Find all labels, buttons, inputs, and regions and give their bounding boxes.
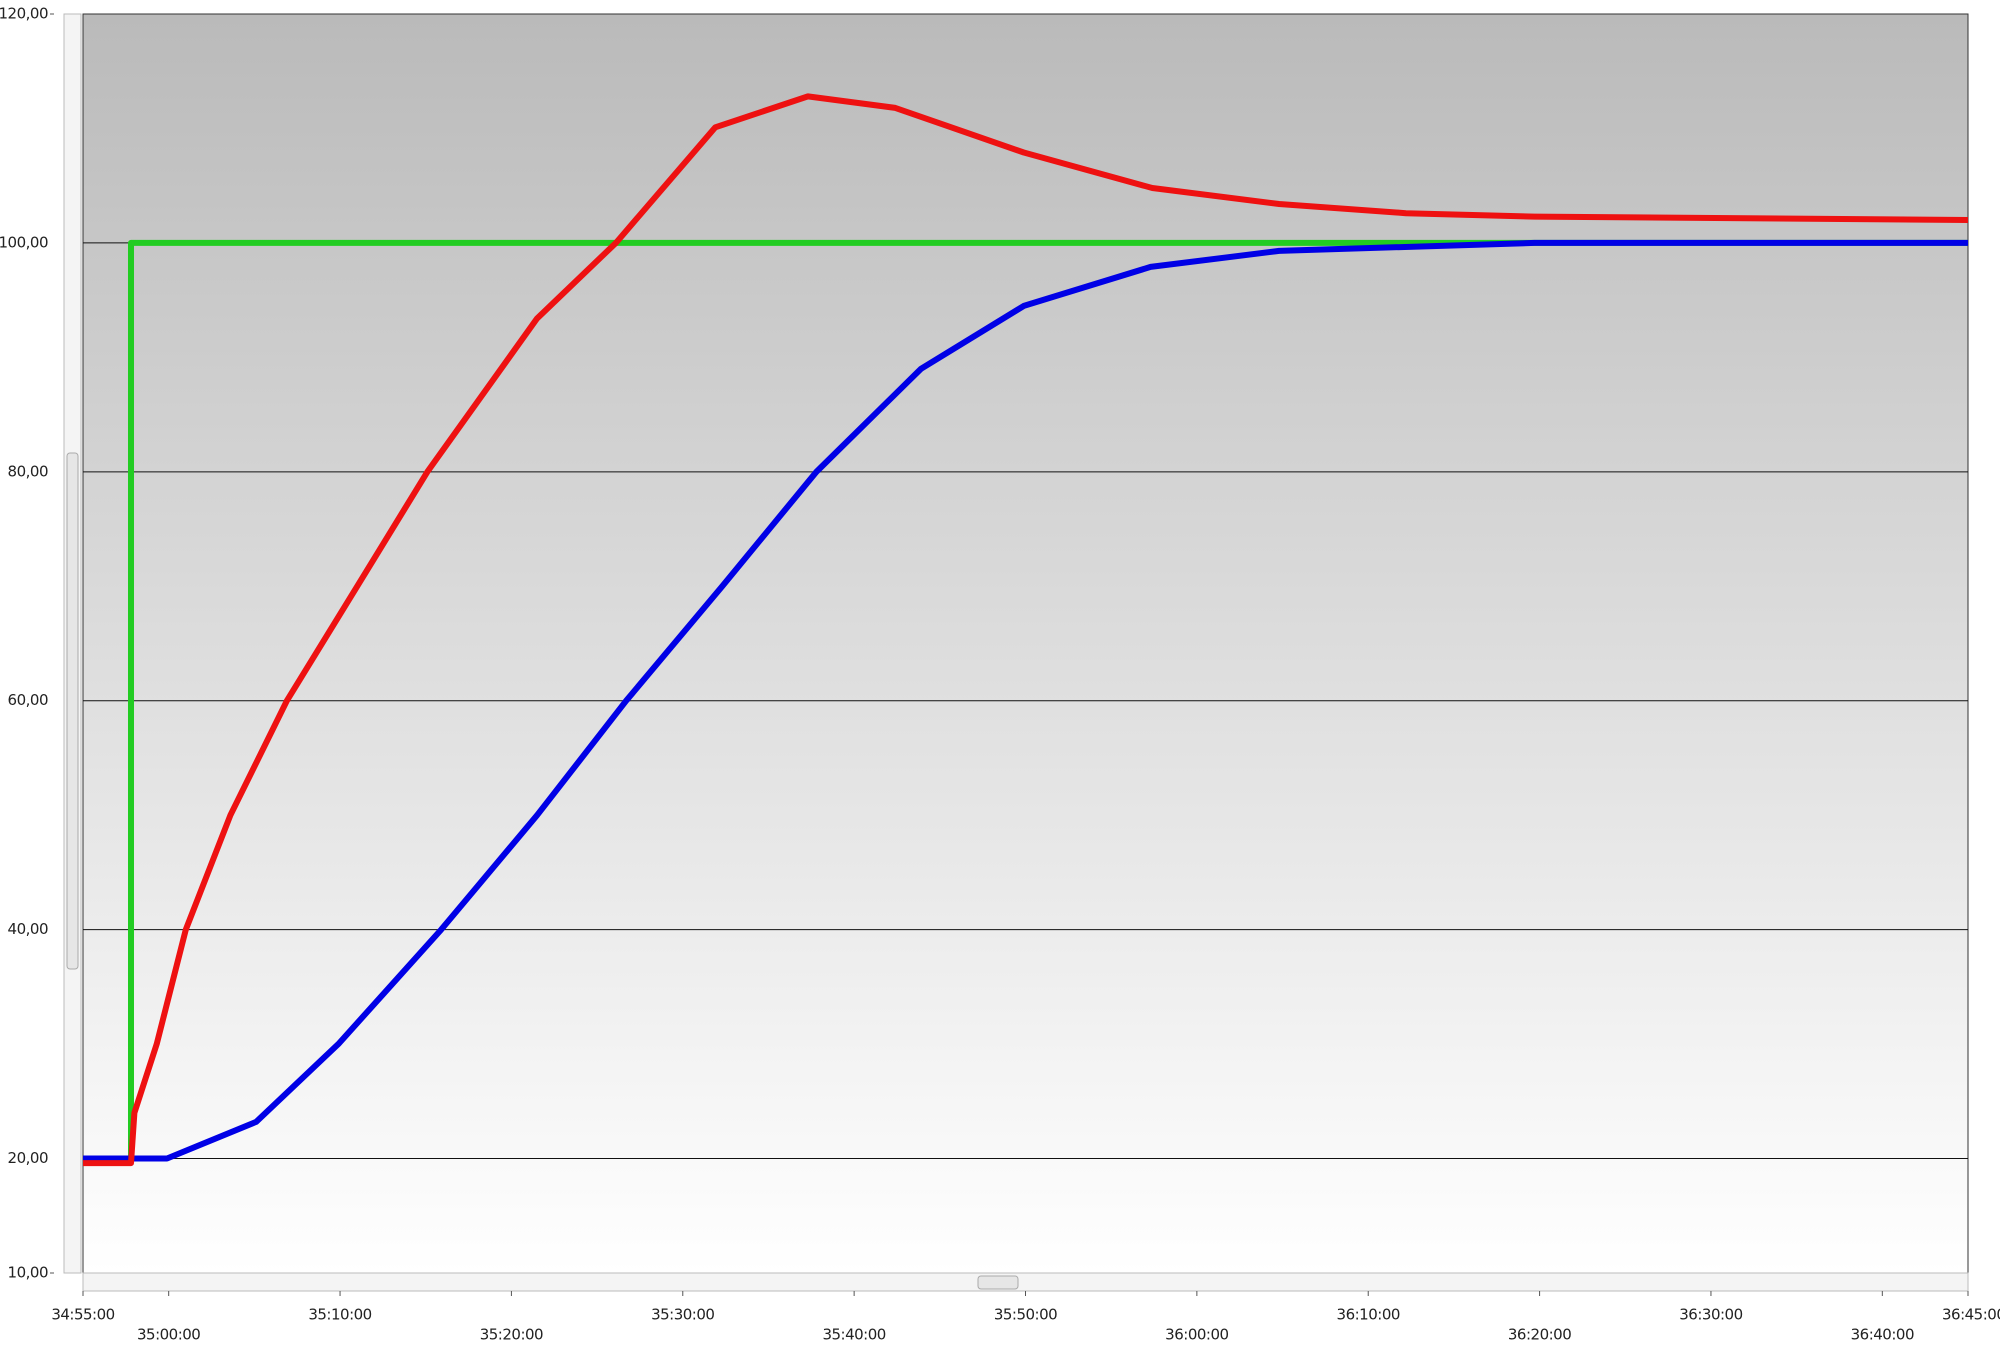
x-tick-label: 35:40:00 (822, 1326, 885, 1344)
y-tick-label: 20,00 (8, 1149, 48, 1167)
x-tick-label: 35:20:00 (480, 1326, 543, 1344)
series-line (83, 239, 1968, 1162)
horizontal-scrollbar[interactable] (82, 1272, 1969, 1292)
horizontal-scroll-thumb[interactable] (977, 1275, 1019, 1290)
x-tick-label: 35:10:00 (308, 1306, 371, 1324)
x-tick-label: 36:40:00 (1851, 1326, 1914, 1344)
series-line (83, 93, 1969, 1167)
x-tick-label: 35:00:00 (137, 1326, 200, 1344)
x-tick-label: 36:10:00 (1337, 1306, 1400, 1324)
y-tick-label: 60,00 (8, 691, 48, 709)
labels: 10,00 20,00 40,00 60,00 80,00 100,00 120,00 34:… (0, 5, 2000, 1344)
x-tick-label: 35:50:00 (994, 1306, 1057, 1324)
x-tick-label: 36:30:00 (1679, 1306, 1742, 1324)
plot-area (82, 13, 1969, 1274)
y-tick-label: 10,00 (8, 1264, 48, 1282)
y-tick-label: 100,00 (0, 233, 48, 251)
x-tick-label: 36:45:00 (1942, 1306, 2000, 1324)
x-tick-label: 35:30:00 (651, 1306, 714, 1324)
x-tick-label: 36:20:00 (1508, 1326, 1571, 1344)
y-tick-label: 40,00 (8, 920, 48, 938)
x-tick-label: 36:00:00 (1165, 1326, 1228, 1344)
x-tick-label: 34:55:00 (51, 1306, 114, 1324)
vertical-scroll-thumb[interactable] (66, 452, 79, 970)
lines (83, 93, 1969, 1167)
y-tick-label: 80,00 (8, 462, 48, 480)
y-tick-label: 120,00 (0, 5, 48, 23)
